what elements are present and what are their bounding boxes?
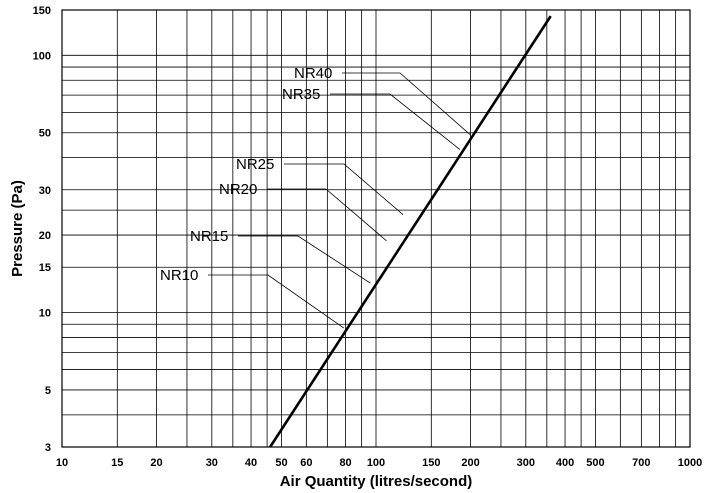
annotation-label: NR35: [282, 86, 320, 103]
y-tick-label: 3: [45, 442, 51, 454]
y-tick-label: 10: [39, 308, 51, 320]
y-tick-label: 20: [39, 230, 51, 242]
x-tick-label: 150: [422, 457, 440, 469]
x-tick-label: 300: [517, 457, 535, 469]
x-tick-label: 200: [461, 457, 479, 469]
annotation-label: NR25: [236, 156, 274, 173]
x-tick-label: 80: [339, 457, 351, 469]
annotation-leader: [284, 163, 404, 216]
annotation-leader: [208, 274, 345, 329]
y-tick-labels: 3 5 10 15 20 30 50 100 150: [33, 5, 51, 454]
x-tick-label: 30: [206, 457, 218, 469]
annotation-label: NR10: [160, 267, 198, 284]
y-axis-label: Pressure (Pa): [9, 180, 26, 277]
annotation-leaders: [208, 72, 471, 329]
x-tick-label: 100: [367, 457, 385, 469]
series-line: [269, 15, 552, 448]
y-tick-label: 100: [33, 50, 51, 62]
annotation-labels: NR40 NR35 NR25 NR20 NR15 NR10: [160, 65, 332, 284]
x-tick-label: 15: [111, 457, 123, 469]
x-tick-label: 500: [586, 457, 604, 469]
grid: [61, 9, 691, 448]
y-tick-label: 50: [39, 128, 51, 140]
x-tick-label: 400: [556, 457, 574, 469]
x-tick-labels: 10 15 20 30 40 50 60 80 100 150 200 300 400 500 700 100…: [56, 457, 702, 469]
y-tick-label: 15: [39, 262, 51, 274]
x-tick-label: 1000: [678, 457, 702, 469]
plot-frame: [61, 9, 691, 448]
annotation-leader: [267, 188, 387, 242]
x-tick-label: 40: [245, 457, 257, 469]
y-tick-label: 150: [33, 5, 51, 17]
annotation-label: NR15: [190, 228, 228, 245]
annotation-leader: [238, 235, 371, 284]
annotation-leader: [330, 93, 461, 150]
annotation-label: NR20: [219, 181, 257, 198]
series-layer: [269, 15, 552, 448]
y-tick-label: 30: [39, 185, 51, 197]
x-tick-label: 20: [150, 457, 162, 469]
annotation-label: NR40: [294, 65, 332, 82]
x-tick-label: 700: [632, 457, 650, 469]
y-tick-label: 5: [45, 385, 51, 397]
x-axis-label: Air Quantity (litres/second): [280, 473, 473, 490]
x-tick-label: 50: [275, 457, 287, 469]
x-tick-label: 10: [56, 457, 68, 469]
annotation-leader: [342, 72, 471, 136]
x-tick-label: 60: [300, 457, 312, 469]
